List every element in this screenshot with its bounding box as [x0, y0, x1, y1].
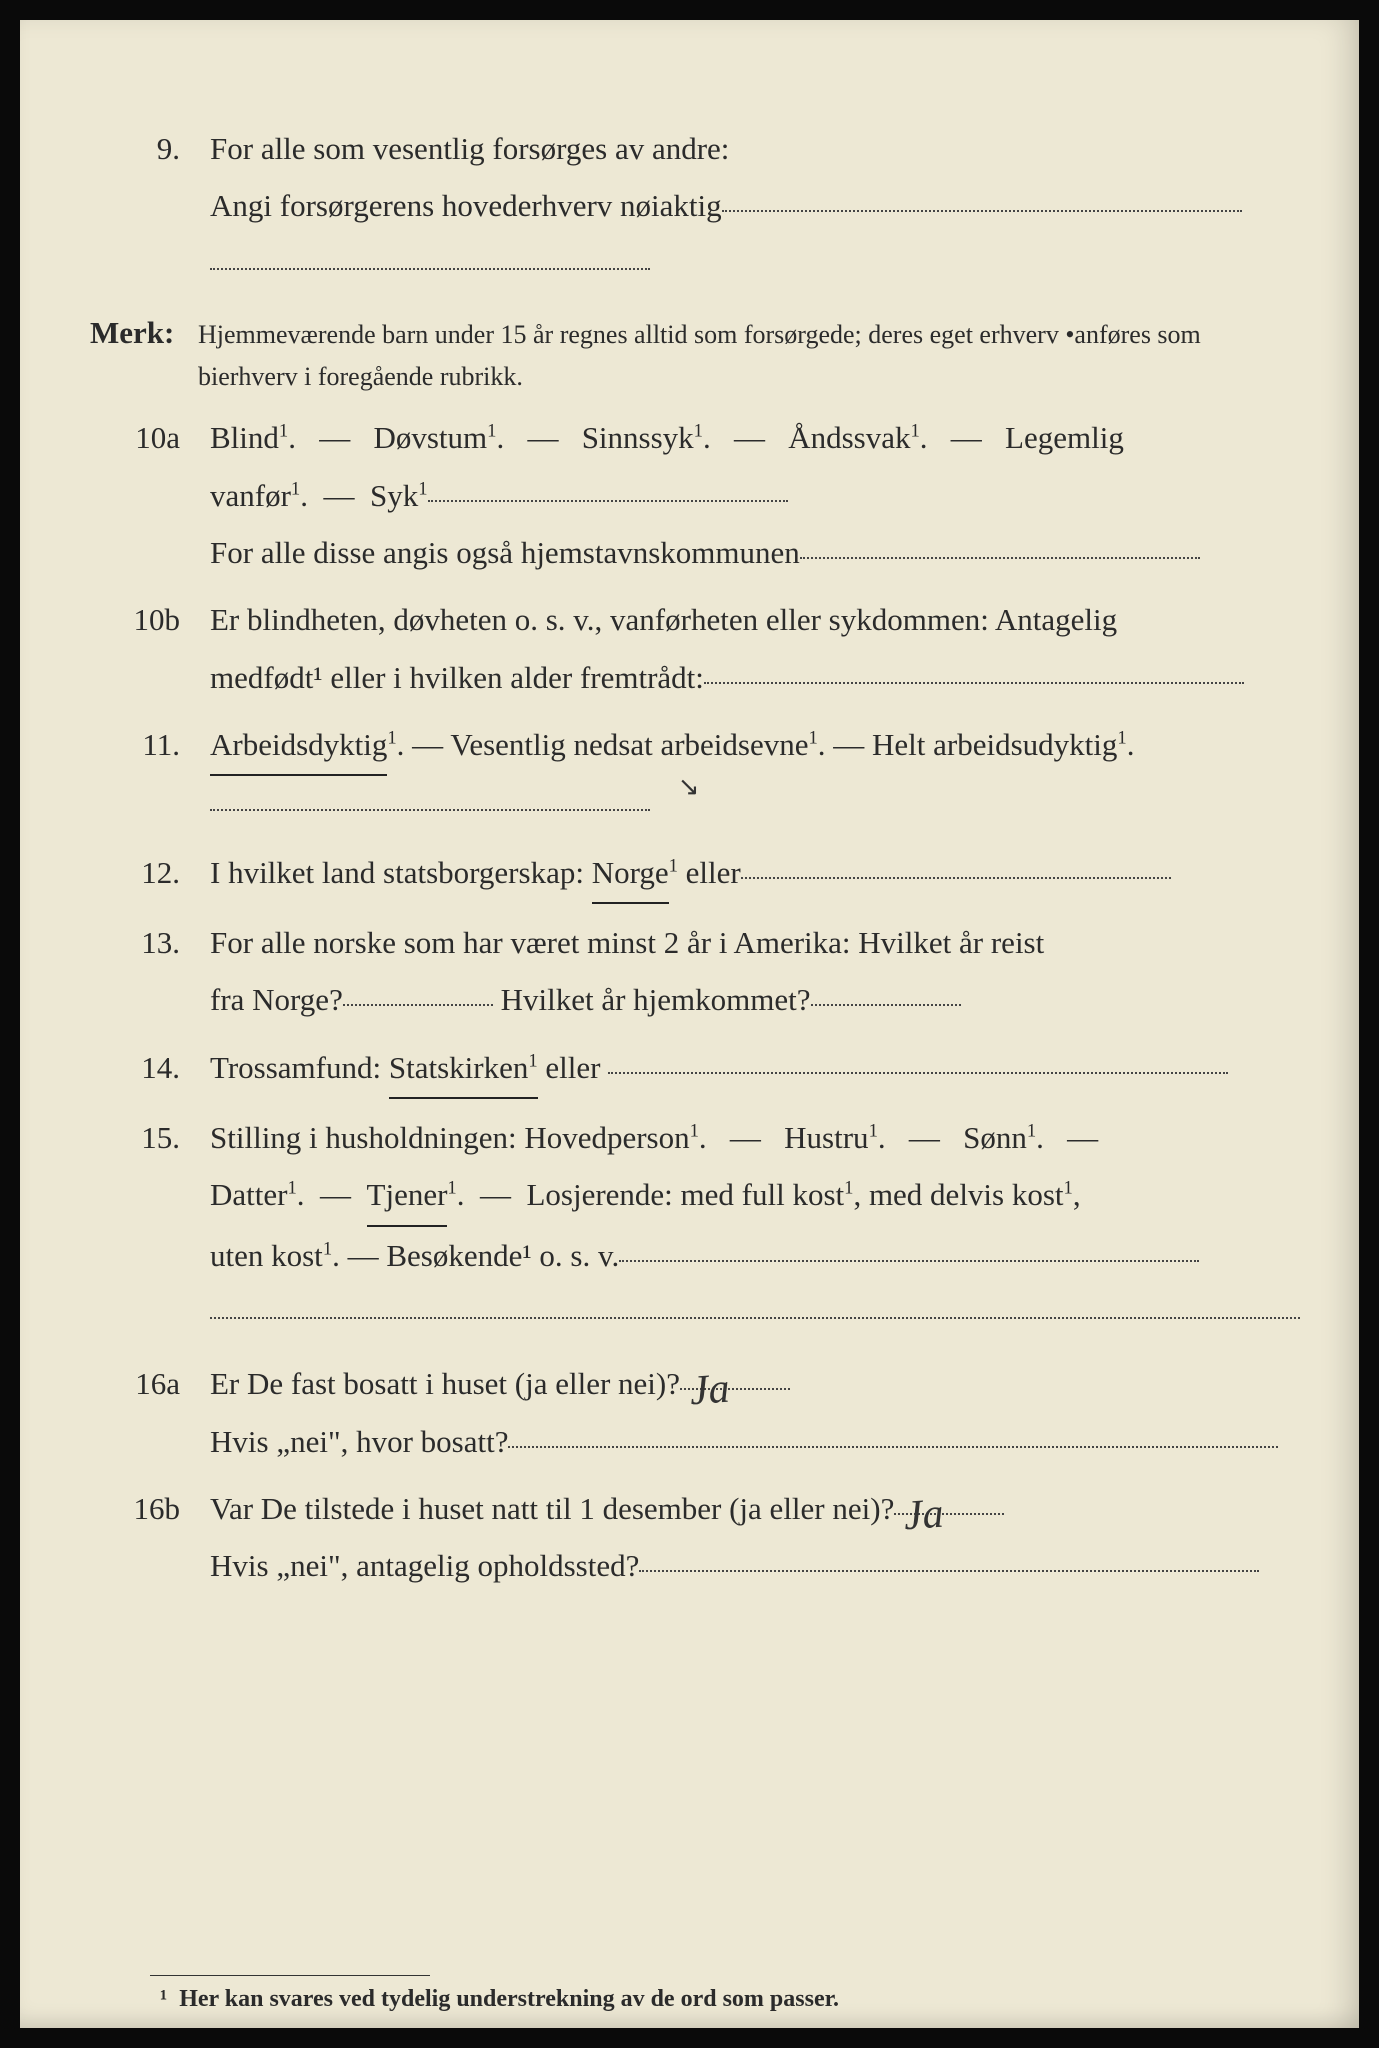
opt-tjener: Tjener: [367, 1166, 448, 1226]
merk-label: Merk:: [90, 304, 198, 361]
pencil-mark: ↘: [678, 772, 700, 801]
q16b-number: 16b: [90, 1480, 210, 1537]
q10a-content: Blind1. — Døvstum1. — Sinnssyk1. — Åndss…: [210, 409, 1289, 581]
blank-line: [608, 1072, 1228, 1074]
opt-syk: Syk: [370, 478, 418, 513]
q14-number: 14.: [90, 1039, 210, 1096]
q15-content: Stilling i husholdningen: Hovedperson1. …: [210, 1109, 1300, 1341]
q13-content: For alle norske som har været minst 2 år…: [210, 914, 1289, 1029]
opt-blind: Blind: [210, 420, 279, 455]
opt-uten: uten kost: [210, 1238, 323, 1273]
q11-content: Arbeidsdyktig1. — Vesentlig nedsat arbei…: [210, 716, 1289, 834]
handwritten-ja: Ja: [902, 1476, 947, 1556]
q14-content: Trossamfund: Statskirken1 eller: [210, 1039, 1289, 1099]
q12-prefix: I hvilket land statsborgerskap:: [210, 855, 592, 890]
q10b-line1: Er blindheten, døvheten o. s. v., vanfør…: [210, 602, 1117, 637]
q15-number: 15.: [90, 1109, 210, 1166]
question-16a: 16a Er De fast bosatt i huset (ja eller …: [90, 1355, 1289, 1470]
q10b-content: Er blindheten, døvheten o. s. v., vanfør…: [210, 591, 1289, 706]
blank-line: [428, 500, 788, 502]
question-9: 9. For alle som vesentlig forsørges av a…: [90, 120, 1289, 292]
question-12: 12. I hvilket land statsborgerskap: Norg…: [90, 844, 1289, 904]
q16a-number: 16a: [90, 1355, 210, 1412]
question-14: 14. Trossamfund: Statskirken1 eller: [90, 1039, 1289, 1099]
opt-besokende: Besøkende¹ o. s. v.: [386, 1238, 619, 1273]
blank-line: [343, 1004, 493, 1006]
question-10b: 10b Er blindheten, døvheten o. s. v., va…: [90, 591, 1289, 706]
opt-hustru: Hustru: [784, 1120, 868, 1155]
blank-line: [639, 1570, 1259, 1572]
question-16b: 16b Var De tilstede i huset natt til 1 d…: [90, 1480, 1289, 1595]
q16b-question: Var De tilstede i huset natt til 1 desem…: [210, 1491, 894, 1526]
q10b-line2: medfødt¹ eller i hvilken alder fremtrådt…: [210, 660, 704, 695]
q13-line1: For alle norske som har været minst 2 år…: [210, 925, 1044, 960]
footnote-rule: [150, 1975, 430, 1976]
q9-line1: For alle som vesentlig forsørges av andr…: [210, 131, 729, 166]
merk-text: Hjemmeværende barn under 15 år regnes al…: [198, 314, 1289, 397]
q11-number: 11.: [90, 716, 210, 773]
q12-eller: eller: [678, 855, 741, 890]
blank-line: [722, 210, 1242, 212]
q16a-content: Er De fast bosatt i huset (ja eller nei)…: [210, 1355, 1289, 1470]
blank-line: [210, 809, 650, 811]
question-11: 11. Arbeidsdyktig1. — Vesentlig nedsat a…: [90, 716, 1289, 834]
footnote-text: Her kan svares ved tydelig understreknin…: [179, 1986, 839, 2012]
opt-sinnssyk: Sinnssyk: [582, 420, 694, 455]
q10a-number: 10a: [90, 409, 210, 466]
footnote-marker: ¹: [160, 1986, 167, 2012]
opt-vanfor: vanfør: [210, 478, 291, 513]
opt-andssvak: Åndssvak: [788, 420, 910, 455]
opt-dovstum: Døvstum: [373, 420, 487, 455]
q12-content: I hvilket land statsborgerskap: Norge1 e…: [210, 844, 1289, 904]
blank-line: [741, 877, 1171, 879]
question-10a: 10a Blind1. — Døvstum1. — Sinnssyk1. — Å…: [90, 409, 1289, 581]
opt-nedsat: Vesentlig nedsat arbeidsevne: [450, 727, 808, 762]
q16b-content: Var De tilstede i huset natt til 1 desem…: [210, 1480, 1289, 1595]
question-13: 13. For alle norske som har været minst …: [90, 914, 1289, 1029]
q16a-question: Er De fast bosatt i huset (ja eller nei)…: [210, 1366, 680, 1401]
q10b-number: 10b: [90, 591, 210, 648]
blank-line: [811, 1004, 961, 1006]
q15-prefix: Stilling i husholdningen: Hovedperson: [210, 1120, 690, 1155]
q13-from: fra Norge?: [210, 982, 343, 1017]
opt-losjerende: Losjerende: med full kost: [526, 1177, 844, 1212]
q14-prefix: Trossamfund:: [210, 1050, 389, 1085]
opt-udyktig: Helt arbeidsudyktig: [872, 727, 1117, 762]
blank-line: [704, 682, 1244, 684]
q13-home: Hvilket år hjemkommet?: [493, 982, 811, 1017]
opt-norge: Norge: [592, 844, 669, 904]
blank-line: [508, 1446, 1278, 1448]
footnote: ¹ Her kan svares ved tydelig understrekn…: [160, 1986, 1289, 2013]
q10a-line3: For alle disse angis også hjemstavnskomm…: [210, 535, 800, 570]
blank-line: [619, 1260, 1199, 1262]
merk-note: Merk: Hjemmeværende barn under 15 år reg…: [90, 304, 1289, 397]
q14-eller: eller: [538, 1050, 601, 1085]
opt-delvis: , med delvis kost: [853, 1177, 1063, 1212]
opt-legemlig: Legemlig: [1005, 420, 1124, 455]
q9-number: 9.: [90, 120, 210, 177]
q9-line2: Angi forsørgerens hovederhverv nøiaktig: [210, 188, 722, 223]
q16b-sub: Hvis „nei", antagelig opholdssted?: [210, 1548, 639, 1583]
blank-line: [800, 557, 1200, 559]
answer-line: Ja: [894, 1513, 1004, 1515]
document-page: 9. For alle som vesentlig forsørges av a…: [20, 20, 1359, 2028]
q16a-sub: Hvis „nei", hvor bosatt?: [210, 1424, 508, 1459]
handwritten-ja: Ja: [687, 1351, 732, 1431]
question-15: 15. Stilling i husholdningen: Hovedperso…: [90, 1109, 1289, 1341]
opt-arbeidsdyktig: Arbeidsdyktig: [210, 716, 387, 776]
opt-statskirken: Statskirken: [389, 1050, 529, 1085]
opt-datter: Datter: [210, 1177, 287, 1212]
opt-sonn: Sønn: [963, 1120, 1027, 1155]
blank-line: [210, 1317, 1300, 1319]
answer-line: Ja: [680, 1388, 790, 1390]
q12-number: 12.: [90, 844, 210, 901]
blank-line: [210, 268, 650, 270]
q9-content: For alle som vesentlig forsørges av andr…: [210, 120, 1289, 292]
q13-number: 13.: [90, 914, 210, 971]
